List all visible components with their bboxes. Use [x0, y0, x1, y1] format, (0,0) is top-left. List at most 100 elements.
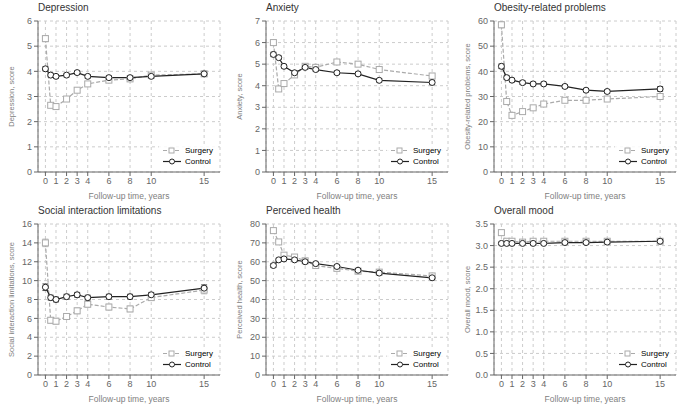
svg-text:5: 5 [255, 59, 260, 69]
svg-text:0.0: 0.0 [475, 370, 488, 380]
svg-text:Follow-up time, years: Follow-up time, years [317, 191, 398, 201]
svg-text:7: 7 [255, 16, 260, 26]
svg-text:30: 30 [250, 313, 260, 323]
svg-text:3: 3 [75, 176, 80, 186]
svg-text:0: 0 [27, 370, 32, 380]
svg-text:2: 2 [64, 176, 69, 186]
svg-text:Anxiety, score: Anxiety, score [235, 73, 244, 120]
svg-text:8: 8 [128, 379, 133, 389]
svg-text:2: 2 [292, 379, 297, 389]
svg-text:0.5: 0.5 [475, 348, 488, 358]
svg-text:1: 1 [281, 379, 286, 389]
svg-text:0: 0 [499, 379, 504, 389]
svg-text:6: 6 [27, 16, 32, 26]
svg-text:15: 15 [427, 176, 437, 186]
svg-text:Follow-up time, years: Follow-up time, years [317, 394, 398, 404]
svg-text:0: 0 [271, 379, 276, 389]
svg-text:8: 8 [128, 176, 133, 186]
svg-text:Perceived health, score: Perceived health, score [235, 260, 244, 338]
svg-text:12: 12 [22, 256, 32, 266]
svg-text:60: 60 [250, 256, 260, 266]
svg-text:50: 50 [250, 275, 260, 285]
svg-text:20: 20 [478, 117, 488, 127]
svg-text:30: 30 [478, 92, 488, 102]
svg-text:10: 10 [374, 379, 384, 389]
svg-text:1: 1 [53, 379, 58, 389]
svg-text:3.5: 3.5 [475, 219, 488, 229]
svg-text:Depression, score: Depression, score [7, 66, 16, 126]
svg-text:1: 1 [281, 176, 286, 186]
svg-text:0: 0 [499, 176, 504, 186]
svg-text:6: 6 [334, 379, 339, 389]
svg-text:1: 1 [255, 146, 260, 156]
svg-text:Overall mood, score: Overall mood, score [463, 265, 472, 332]
svg-text:0: 0 [27, 167, 32, 177]
svg-text:Follow-up time, years: Follow-up time, years [89, 394, 170, 404]
svg-text:8: 8 [356, 379, 361, 389]
svg-text:10: 10 [374, 176, 384, 186]
svg-text:15: 15 [199, 379, 209, 389]
svg-text:6: 6 [255, 38, 260, 48]
svg-text:6: 6 [334, 176, 339, 186]
svg-text:10: 10 [22, 275, 32, 285]
svg-text:2: 2 [64, 379, 69, 389]
svg-text:2: 2 [292, 176, 297, 186]
svg-text:2: 2 [255, 124, 260, 134]
svg-text:2: 2 [27, 117, 32, 127]
svg-text:4: 4 [255, 81, 260, 91]
svg-text:1: 1 [53, 176, 58, 186]
svg-text:4: 4 [313, 176, 318, 186]
svg-text:1.0: 1.0 [475, 327, 488, 337]
svg-text:3: 3 [531, 379, 536, 389]
svg-text:Obesity-related problems, scor: Obesity-related problems, score [463, 43, 472, 149]
svg-text:Follow-up time, years: Follow-up time, years [89, 191, 170, 201]
svg-text:15: 15 [199, 176, 209, 186]
svg-text:15: 15 [655, 379, 665, 389]
svg-text:3: 3 [27, 92, 32, 102]
svg-text:2: 2 [520, 379, 525, 389]
svg-text:6: 6 [562, 379, 567, 389]
svg-text:50: 50 [478, 41, 488, 51]
svg-text:10: 10 [602, 379, 612, 389]
svg-text:4: 4 [85, 379, 90, 389]
svg-text:4: 4 [27, 332, 32, 342]
svg-text:20: 20 [250, 332, 260, 342]
svg-text:10: 10 [146, 379, 156, 389]
svg-text:0: 0 [43, 379, 48, 389]
svg-text:14: 14 [22, 238, 32, 248]
svg-text:0: 0 [43, 176, 48, 186]
svg-text:3: 3 [75, 379, 80, 389]
svg-text:8: 8 [27, 294, 32, 304]
svg-text:6: 6 [106, 379, 111, 389]
svg-text:6: 6 [106, 176, 111, 186]
svg-text:10: 10 [250, 351, 260, 361]
svg-text:Follow-up time, years: Follow-up time, years [545, 394, 626, 404]
svg-text:1: 1 [27, 142, 32, 152]
svg-text:3: 3 [531, 176, 536, 186]
svg-text:2: 2 [520, 176, 525, 186]
svg-text:16: 16 [22, 219, 32, 229]
svg-text:4: 4 [541, 379, 546, 389]
svg-text:3: 3 [255, 102, 260, 112]
svg-text:6: 6 [27, 313, 32, 323]
svg-text:4: 4 [313, 379, 318, 389]
svg-text:Social interaction limitations: Social interaction limitations, score [7, 241, 16, 356]
svg-text:0: 0 [483, 167, 488, 177]
svg-text:3.0: 3.0 [475, 240, 488, 250]
svg-text:10: 10 [146, 176, 156, 186]
svg-text:8: 8 [584, 176, 589, 186]
svg-text:10: 10 [602, 176, 612, 186]
svg-text:4: 4 [541, 176, 546, 186]
svg-text:0: 0 [255, 167, 260, 177]
svg-text:60: 60 [478, 16, 488, 26]
svg-text:3: 3 [303, 176, 308, 186]
svg-text:1: 1 [509, 176, 514, 186]
svg-text:4: 4 [85, 176, 90, 186]
svg-text:2.0: 2.0 [475, 283, 488, 293]
svg-text:0: 0 [255, 370, 260, 380]
svg-text:4: 4 [27, 67, 32, 77]
svg-text:0: 0 [271, 176, 276, 186]
svg-text:6: 6 [562, 176, 567, 186]
svg-text:2: 2 [27, 351, 32, 361]
svg-text:2.5: 2.5 [475, 262, 488, 272]
